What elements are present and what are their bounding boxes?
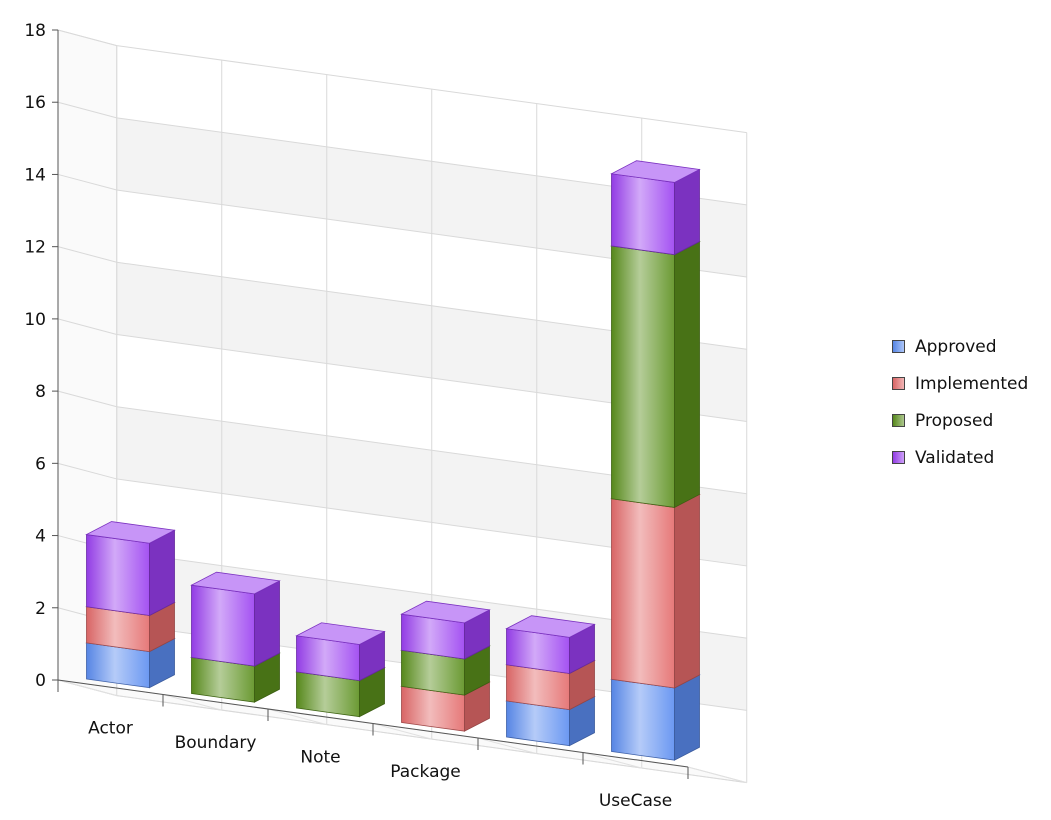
legend-item-implemented: Implemented — [892, 365, 1028, 402]
bars — [85, 160, 701, 761]
bar-front-face — [611, 173, 675, 256]
y-tick-label: 12 — [24, 238, 46, 258]
y-tick-label: 14 — [24, 165, 46, 185]
bar-side-face — [254, 580, 280, 667]
legend-item-validated: Validated — [892, 439, 1028, 476]
floor-gridline — [372, 723, 432, 740]
bar-top-face — [190, 571, 281, 595]
y-tick-label: 10 — [24, 310, 46, 330]
x-tick-label-package: Package — [390, 762, 460, 782]
x-axis-categories: Actor Boundary Note Package UseCase — [57, 680, 689, 811]
bar-usecase-proposed — [610, 232, 701, 509]
bar-side-face — [674, 168, 700, 256]
bar-boundary-validated — [190, 571, 281, 667]
legend-swatch-validated — [892, 451, 905, 464]
bar-note-validated — [295, 622, 386, 682]
bar-side-face — [149, 529, 175, 617]
y-tick-label: 2 — [35, 599, 46, 619]
floor-gridline — [162, 694, 222, 711]
y-tick-label: 4 — [35, 527, 46, 547]
floor-gridline — [267, 708, 327, 726]
x-tick-label-actor: Actor — [88, 718, 133, 738]
bar-side-face — [674, 674, 700, 761]
y-tick-label: 8 — [35, 382, 46, 402]
floor-gridline — [687, 766, 747, 784]
legend-label-proposed: Proposed — [915, 410, 994, 431]
bar-usecase-implemented — [610, 485, 701, 689]
legend-label-implemented: Implemented — [915, 373, 1029, 394]
bar-front-face — [611, 245, 675, 508]
bar-top-face — [295, 622, 386, 645]
legend-swatch-implemented — [892, 377, 905, 390]
floor-gridline — [477, 737, 537, 755]
y-tick-label: 16 — [24, 93, 46, 113]
bar-front-face — [611, 678, 675, 761]
legend-item-approved: Approved — [892, 328, 1028, 365]
bar-top-face — [610, 160, 701, 183]
y-tick-label: 18 — [24, 21, 46, 41]
floor-gridline — [582, 752, 642, 769]
y-tick-label: 6 — [35, 454, 46, 474]
bar-usecase-validated — [610, 160, 701, 256]
y-axis-ticks: 0 2 4 6 8 10 12 14 16 18 — [24, 21, 58, 691]
bar-side-face — [674, 493, 700, 689]
x-tick-label-usecase: UseCase — [599, 791, 672, 811]
legend-label-approved: Approved — [915, 336, 997, 357]
bar-top-face — [400, 600, 491, 624]
legend-item-proposed: Proposed — [892, 402, 1028, 439]
x-tick-label-boundary: Boundary — [175, 733, 257, 753]
bar-front-face — [86, 534, 150, 616]
bar-side-face — [674, 240, 700, 509]
bar-front-face — [191, 584, 255, 667]
chart-gridlines — [57, 29, 748, 784]
bar-actor-validated — [85, 521, 176, 617]
legend-label-validated: Validated — [915, 447, 995, 468]
bar-unlabeled-4-validated — [505, 615, 596, 675]
y-tick-label: 0 — [35, 671, 46, 691]
bar-top-face — [85, 521, 176, 544]
x-tick-label-note: Note — [300, 747, 340, 767]
bar-top-face — [505, 615, 596, 638]
bar-front-face — [611, 498, 675, 689]
floor-gridline — [57, 679, 117, 697]
bar-package-validated — [400, 600, 491, 660]
legend-swatch-approved — [892, 340, 905, 353]
legend: Approved Implemented Proposed Validated — [892, 328, 1028, 476]
legend-swatch-proposed — [892, 414, 905, 427]
